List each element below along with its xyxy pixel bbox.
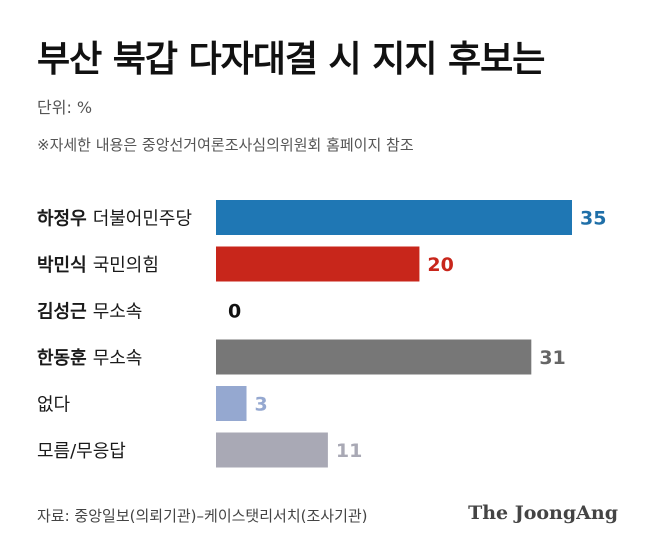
bar <box>216 339 532 375</box>
category-label: 하정우 더불어민주당 <box>37 209 192 230</box>
chart-title: 부산 북갑 다자대결 시 지지 후보는 <box>37 39 545 80</box>
value-label: 31 <box>539 347 565 369</box>
candidate-name: 한동훈 <box>37 347 87 369</box>
candidate-name: 박민식 <box>37 255 87 276</box>
candidate-name: 없다 <box>37 395 71 416</box>
category-label: 박민식 국민의힘 <box>37 255 159 276</box>
value-label: 3 <box>255 394 268 416</box>
bar <box>216 386 247 421</box>
bar <box>216 246 420 282</box>
value-label: 0 <box>228 301 241 323</box>
category-label: 없다 <box>37 395 71 416</box>
publisher-logo: The JoongAng <box>468 502 618 524</box>
note-text: ※자세한 내용은 중앙선거여론조사심의위원회 홈페이지 참조 <box>37 136 414 154</box>
value-label: 20 <box>427 254 453 276</box>
party-name: 국민의힘 <box>93 255 159 276</box>
party-name: 무소속 <box>93 348 143 369</box>
category-label: 한동훈 무소속 <box>37 347 142 369</box>
candidate-name: 모름/무응답 <box>37 441 126 462</box>
party-name: 더불어민주당 <box>93 209 192 230</box>
category-label: 모름/무응답 <box>37 441 126 462</box>
bar <box>216 200 572 235</box>
value-label: 11 <box>336 440 362 462</box>
source-text: 자료: 중앙일보(의뢰기관)–케이스탯리서치(조사기관) <box>37 507 368 525</box>
party-name: 무소속 <box>93 302 143 323</box>
category-label: 김성근 무소속 <box>37 302 142 323</box>
candidate-name: 김성근 <box>37 302 87 323</box>
unit-label: 단위: % <box>37 98 93 117</box>
bar <box>216 432 328 468</box>
value-label: 35 <box>580 208 606 230</box>
candidate-name: 하정우 <box>37 209 87 230</box>
